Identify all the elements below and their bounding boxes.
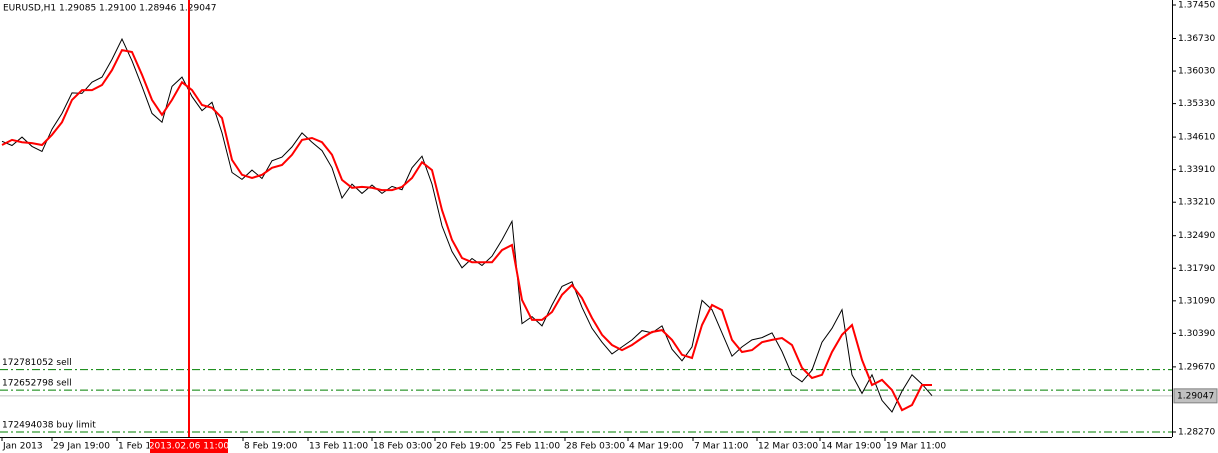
y-tick-label: 1.30390 (1178, 329, 1215, 339)
y-tick-label: 1.31790 (1178, 264, 1215, 274)
order-label: 172494038 buy limit (2, 421, 96, 431)
y-tick-label: 1.35330 (1178, 99, 1215, 109)
current-price-box (1173, 388, 1218, 404)
x-tick-label: 14 Mar 19:00 (821, 442, 881, 452)
y-tick-label: 1.36730 (1178, 34, 1215, 44)
y-tick-label: 1.32490 (1178, 231, 1215, 241)
x-tick-label: 13 Feb 11:00 (309, 442, 368, 452)
x-tick-label: 20 Feb 19:00 (436, 442, 495, 452)
chart-header: EURUSD,H1 1.29085 1.29100 1.28946 1.2904… (3, 4, 216, 14)
cursor-label: 2013.02.06 11:00 (149, 442, 230, 452)
x-tick-label: 7 Mar 11:00 (694, 442, 749, 452)
ma-line (1, 48, 932, 412)
order-label: 172781052 sell (2, 358, 72, 368)
cursor-label-box (150, 439, 228, 453)
x-tick-label: 19 Mar 11:00 (886, 442, 946, 452)
x-tick-label: 1 Feb 1 (118, 442, 151, 452)
x-tick-label: 18 Feb 03:00 (373, 442, 432, 452)
order-label: 172652798 sell (2, 379, 72, 389)
y-tick-label: 1.33210 (1178, 198, 1215, 208)
y-tick-label: 1.37450 (1178, 1, 1215, 11)
price-line (1, 37, 933, 413)
x-tick-label: 29 Jan 19:00 (53, 442, 110, 452)
y-tick-label: 1.31090 (1178, 296, 1215, 306)
y-tick-label: 1.29670 (1178, 362, 1215, 372)
x-tick-label: 12 Mar 03:00 (758, 442, 818, 452)
y-tick-label: 1.33910 (1178, 165, 1215, 175)
y-tick-label: 1.36030 (1178, 67, 1215, 77)
x-tick-label: 8 Feb 19:00 (244, 442, 298, 452)
x-tick-label: 25 Feb 11:00 (501, 442, 560, 452)
y-tick-label: 1.28270 (1178, 428, 1215, 438)
current-price-label: 1.29047 (1177, 391, 1214, 401)
x-tick-label: 28 Feb 03:00 (566, 442, 625, 452)
y-tick-label: 1.34610 (1178, 133, 1215, 143)
x-tick-label: 4 Mar 19:00 (629, 442, 684, 452)
x-tick-label: Jan 2013 (2, 442, 43, 452)
